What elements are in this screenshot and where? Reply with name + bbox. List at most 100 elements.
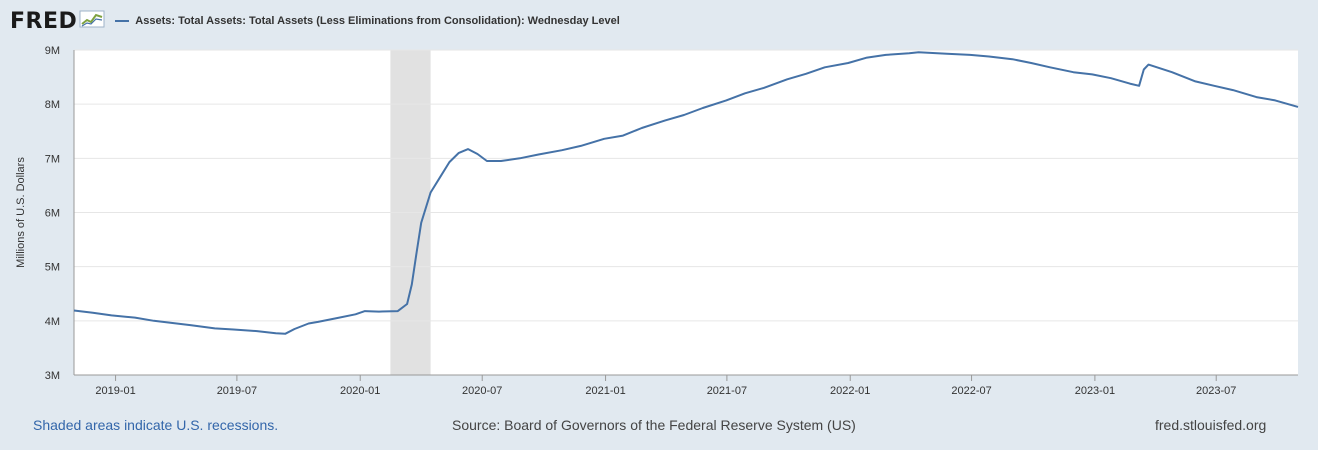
data-point: [336, 317, 338, 319]
data-point: [1232, 89, 1234, 91]
data-point: [763, 87, 765, 89]
data-point: [439, 176, 441, 178]
data-point: [317, 321, 319, 323]
x-tick-label: 2019-07: [217, 385, 257, 397]
y-tick-label: 7M: [45, 153, 60, 165]
data-point: [355, 314, 357, 316]
data-point: [294, 328, 296, 330]
data-point: [1195, 81, 1197, 83]
data-point: [411, 284, 413, 286]
data-point: [969, 54, 971, 56]
data-point: [561, 149, 563, 151]
data-point: [847, 62, 849, 64]
chart-legend[interactable]: Assets: Total Assets: Total Assets (Less…: [115, 15, 620, 27]
data-point: [918, 51, 920, 53]
data-point: [1274, 100, 1276, 102]
data-point: [1148, 64, 1150, 66]
data-point: [702, 107, 704, 109]
data-point: [214, 328, 216, 330]
legend-line-swatch: [115, 20, 130, 22]
y-tick-label: 4M: [45, 316, 60, 328]
data-point: [73, 310, 75, 312]
data-point: [308, 323, 310, 325]
data-point: [1049, 67, 1051, 69]
data-point: [1030, 62, 1032, 64]
y-tick-label: 6M: [45, 208, 60, 220]
data-point: [603, 138, 605, 140]
y-tick-label: 3M: [45, 370, 60, 382]
line-chart[interactable]: 3M 4M 5M 6M 7M 8M 9M 2019-01 2019-07 2020-01 2020-…: [0, 40, 1318, 410]
data-point: [1073, 71, 1075, 73]
data-point: [477, 153, 479, 155]
data-point: [725, 100, 727, 102]
data-point: [1129, 83, 1131, 85]
data-point: [988, 56, 990, 58]
site-link[interactable]: fred.stlouisfed.org: [1155, 417, 1267, 433]
data-point: [92, 312, 94, 314]
data-point: [1138, 85, 1140, 87]
data-point: [683, 114, 685, 116]
data-point: [406, 303, 408, 305]
data-point: [416, 252, 418, 254]
data-point: [786, 78, 788, 80]
data-point: [866, 57, 868, 59]
x-tick-label: 2020-07: [462, 385, 502, 397]
y-axis-title: Millions of U.S. Dollars: [15, 157, 27, 268]
data-point: [622, 135, 624, 137]
chart-panel: 3M 4M 5M 6M 7M 8M 9M 2019-01 2019-07 2020-01 2020-…: [0, 40, 1318, 410]
data-point: [275, 332, 277, 334]
data-point: [1110, 77, 1112, 79]
y-tick-label: 5M: [45, 262, 60, 274]
y-tick-label: 9M: [45, 45, 60, 57]
data-point: [580, 145, 582, 147]
trend-chart-icon: [79, 9, 105, 34]
data-point: [467, 148, 469, 150]
data-point: [449, 161, 451, 163]
data-point: [172, 322, 174, 324]
data-point: [538, 154, 540, 156]
x-tick-label: 2022-01: [830, 385, 870, 397]
data-point: [153, 320, 155, 322]
data-point: [1256, 96, 1258, 98]
x-tick-label: 2019-01: [95, 385, 135, 397]
data-point: [744, 93, 746, 95]
data-point: [364, 310, 366, 312]
data-point: [430, 192, 432, 194]
data-point: [111, 315, 113, 317]
data-point: [641, 127, 643, 129]
y-tick-label: 8M: [45, 99, 60, 111]
data-point: [420, 222, 422, 224]
data-point: [134, 317, 136, 319]
x-tick-label: 2021-07: [707, 385, 747, 397]
data-point: [233, 329, 235, 331]
data-point: [805, 73, 807, 75]
series-line: [73, 51, 1299, 335]
data-point: [378, 311, 380, 313]
data-point: [1012, 58, 1014, 60]
data-point: [908, 52, 910, 54]
data-point: [486, 160, 488, 162]
data-point: [397, 310, 399, 312]
data-point: [284, 333, 286, 335]
fred-logo-text: FRED: [10, 8, 78, 34]
x-tick-label: 2020-01: [340, 385, 380, 397]
data-point: [664, 120, 666, 122]
data-point: [1213, 85, 1215, 87]
data-point: [1171, 71, 1173, 73]
data-point: [500, 160, 502, 162]
recession-note: Shaded areas indicate U.S. recessions.: [33, 417, 279, 433]
source-note: Source: Board of Governors of the Federa…: [452, 417, 856, 433]
chart-header: FRED Assets: Total Assets: Total Assets …: [10, 6, 620, 36]
fred-logo[interactable]: FRED: [10, 9, 105, 34]
data-point: [946, 53, 948, 55]
data-point: [519, 158, 521, 160]
x-tick-label: 2022-07: [951, 385, 991, 397]
x-tick-label: 2023-07: [1196, 385, 1236, 397]
x-tick-label: 2021-01: [585, 385, 625, 397]
legend-series-label: Assets: Total Assets: Total Assets (Less…: [135, 15, 620, 27]
data-point: [458, 152, 460, 154]
data-point: [1297, 106, 1299, 108]
data-point: [885, 54, 887, 56]
x-tick-label: 2023-01: [1075, 385, 1115, 397]
data-point: [191, 324, 193, 326]
